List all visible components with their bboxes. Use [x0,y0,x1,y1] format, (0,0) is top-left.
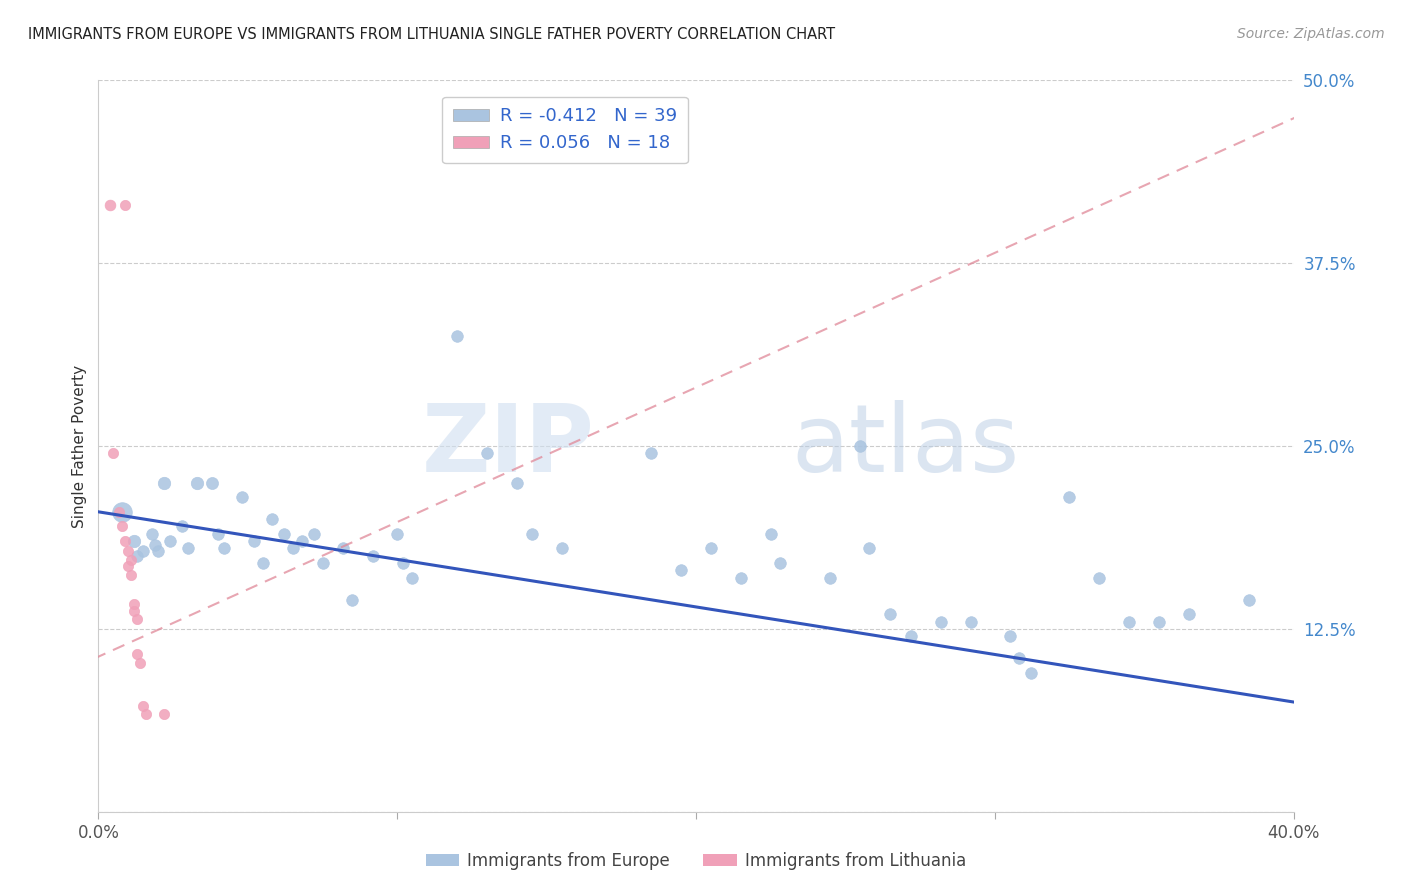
Point [1008,651,1031,665]
Point [475,446,498,460]
Point [311,556,333,570]
Text: IMMIGRANTS FROM EUROPE VS IMMIGRANTS FROM LITHUANIA SINGLE FATHER POVERTY CORREL: IMMIGRANTS FROM EUROPE VS IMMIGRANTS FRO… [28,27,835,42]
Point [153,475,176,490]
Point [141,526,163,541]
Point [332,541,354,556]
Point [201,475,224,490]
Point [879,607,901,622]
Point [172,519,194,533]
Point [1147,615,1170,629]
Point [159,534,181,549]
Point [177,541,200,556]
Point [960,615,983,629]
Point [117,558,139,573]
Point [111,519,134,533]
Text: ZIP: ZIP [422,400,595,492]
Point [998,629,1021,643]
Point [1118,615,1140,629]
Point [231,490,253,504]
Point [342,592,364,607]
Point [363,549,385,563]
Point [1178,607,1201,622]
Point [820,571,842,585]
Point [1059,490,1081,504]
Point [446,329,468,343]
Legend: Immigrants from Europe, Immigrants from Lithuania: Immigrants from Europe, Immigrants from … [419,846,973,877]
Point [124,534,146,549]
Point [1088,571,1111,585]
Point [858,541,880,556]
Text: atlas: atlas [792,400,1019,492]
Point [260,512,283,526]
Point [929,615,952,629]
Point [127,612,149,626]
Point [114,197,136,211]
Point [302,526,325,541]
Point [392,556,415,570]
Point [1237,592,1260,607]
Point [1019,665,1042,680]
Point [120,553,142,567]
Point [207,526,229,541]
Point [120,567,142,582]
Point [111,505,134,519]
Point [103,446,125,460]
Point [273,526,295,541]
Point [127,647,149,661]
Point [243,534,266,549]
Point [849,439,872,453]
Point [124,604,146,618]
Point [148,544,170,558]
Point [281,541,304,556]
Point [769,556,792,570]
Point [900,629,922,643]
Point [730,571,752,585]
Point [132,699,155,714]
Point [143,539,166,553]
Point [108,505,131,519]
Point [520,526,543,541]
Text: Source: ZipAtlas.com: Source: ZipAtlas.com [1237,27,1385,41]
Point [186,475,208,490]
Point [700,541,723,556]
Point [129,656,152,670]
Y-axis label: Single Father Poverty: Single Father Poverty [72,365,87,527]
Point [759,526,782,541]
Point [252,556,274,570]
Point [117,544,139,558]
Point [98,197,122,211]
Point [124,597,146,611]
Point [135,706,157,721]
Point [132,544,155,558]
Point [212,541,235,556]
Point [114,534,136,549]
Point [127,549,149,563]
Point [640,446,662,460]
Point [153,706,176,721]
Point [550,541,572,556]
Point [401,571,423,585]
Point [669,563,692,577]
Point [506,475,529,490]
Point [291,534,314,549]
Point [385,526,409,541]
